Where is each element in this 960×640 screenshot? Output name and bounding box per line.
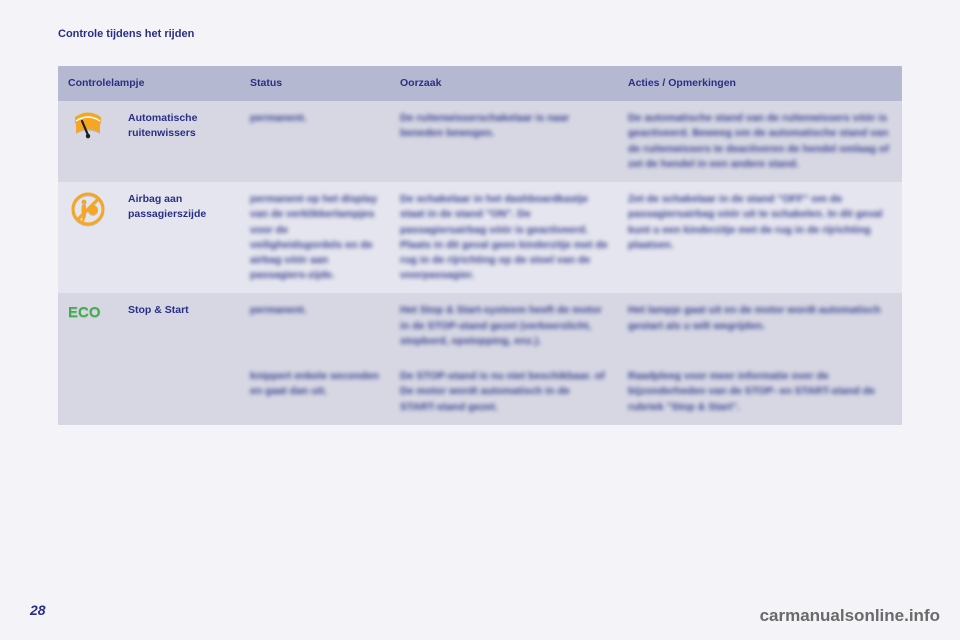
section-title: Controle tijdens het rijden bbox=[58, 28, 902, 40]
indicator-action: Het lampje gaat uit en de motor wordt au… bbox=[618, 293, 902, 359]
col-status: Status bbox=[240, 66, 390, 101]
indicator-cause: De schakelaar in het dashboardkastje sta… bbox=[390, 182, 618, 293]
indicator-icon-cell bbox=[58, 101, 118, 182]
col-indicator: Controlelampje bbox=[58, 66, 240, 101]
table-row: ECO Stop & Start permanent. Het Stop & S… bbox=[58, 293, 902, 359]
col-action: Acties / Opmerkingen bbox=[618, 66, 902, 101]
indicator-cause: De STOP-stand is nu niet beschikbaar. of… bbox=[390, 359, 618, 425]
page-number: 28 bbox=[30, 602, 46, 618]
col-cause: Oorzaak bbox=[390, 66, 618, 101]
airbag-off-icon bbox=[71, 192, 105, 226]
manual-page: Controle tijdens het rijden Controlelamp… bbox=[0, 0, 960, 640]
indicator-table: Controlelampje Status Oorzaak Acties / O… bbox=[58, 66, 902, 425]
indicator-cause: De ruitenwisserschakelaar is naar benede… bbox=[390, 101, 618, 182]
indicator-status: permanent. bbox=[240, 293, 390, 359]
wiper-icon bbox=[72, 111, 104, 141]
indicator-icon-cell bbox=[58, 182, 118, 293]
indicator-cause: Het Stop & Start-systeem heeft de motor … bbox=[390, 293, 618, 359]
indicator-name: Airbag aan passagierszijde bbox=[118, 182, 240, 293]
indicator-status: knippert enkele seconden en gaat dan uit… bbox=[240, 359, 390, 425]
indicator-icon-cell: ECO bbox=[58, 293, 118, 424]
table-header-row: Controlelampje Status Oorzaak Acties / O… bbox=[58, 66, 902, 101]
table-row: Automatische ruitenwissers permanent. De… bbox=[58, 101, 902, 182]
indicator-name: Stop & Start bbox=[118, 293, 240, 424]
table-body: Automatische ruitenwissers permanent. De… bbox=[58, 101, 902, 425]
eco-icon: ECO bbox=[68, 303, 108, 321]
indicator-action: Zet de schakelaar in de stand "OFF" om d… bbox=[618, 182, 902, 293]
indicator-action: De automatische stand van de ruitenwisse… bbox=[618, 101, 902, 182]
indicator-name: Automatische ruitenwissers bbox=[118, 101, 240, 182]
svg-text:ECO: ECO bbox=[68, 304, 101, 321]
indicator-status: permanent. bbox=[240, 101, 390, 182]
table-row: Airbag aan passagierszijde permanent op … bbox=[58, 182, 902, 293]
indicator-status: permanent op het display van de verklikk… bbox=[240, 182, 390, 293]
indicator-action: Raadpleeg voor meer informatie over de b… bbox=[618, 359, 902, 425]
watermark: carmanualsonline.info bbox=[760, 606, 940, 626]
